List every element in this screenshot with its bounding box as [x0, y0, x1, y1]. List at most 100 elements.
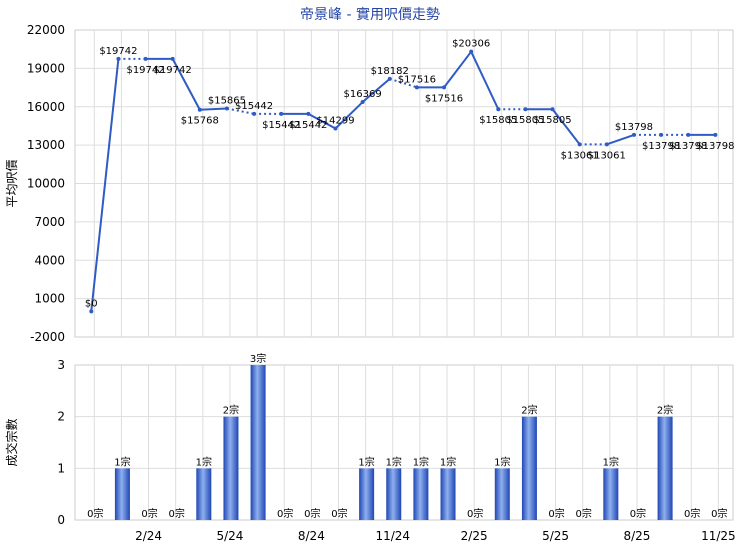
price-line-segment: [334, 101, 364, 130]
line-y-tick-label: 16000: [27, 100, 65, 114]
price-data-label: $19742: [126, 65, 164, 76]
x-tick-label: 2/24: [135, 529, 162, 543]
line-y-tick-label: 13000: [27, 138, 65, 152]
price-line-segment: [551, 108, 581, 145]
x-tick-label: 11/24: [375, 529, 410, 543]
price-line-segment: [443, 51, 472, 88]
line-y-tick-label: 1000: [34, 292, 65, 306]
x-tick-label: 5/24: [216, 529, 243, 543]
transaction-data-label: 1宗: [440, 455, 456, 468]
price-point: [197, 107, 202, 112]
price-point: [143, 56, 148, 61]
price-data-label: $15805: [479, 115, 517, 126]
transaction-bar: [223, 416, 239, 520]
chart-title: 帝景峰 - 實用呎價走勢: [300, 7, 440, 23]
transaction-data-label: 0宗: [331, 507, 347, 520]
line-chart-y-axis: 22000 19000 16000 13000 10000 7000 4000 1000 -20…: [5, 23, 65, 344]
transaction-data-label: 0宗: [576, 507, 592, 520]
price-point: [170, 56, 175, 61]
transaction-data-label: 2宗: [657, 404, 673, 417]
transaction-data-label: 0宗: [168, 507, 184, 520]
transaction-data-label: 1宗: [603, 455, 619, 468]
price-data-label: $15865: [208, 95, 246, 106]
line-y-tick-label: 19000: [27, 61, 65, 75]
price-data-label: $19742: [154, 65, 192, 76]
bar-y-tick-label: 1: [57, 461, 65, 475]
price-point: [333, 126, 338, 131]
price-point: [577, 142, 582, 147]
transaction-data-label: 1宗: [413, 455, 429, 468]
price-data-label: $16369: [344, 89, 382, 100]
transaction-bar: [250, 365, 266, 520]
price-point: [469, 49, 474, 54]
price-point: [414, 85, 419, 90]
transaction-bar: [603, 468, 619, 520]
transaction-data-label: 1宗: [386, 455, 402, 468]
transaction-data-label: 0宗: [277, 507, 293, 520]
bar-y-tick-label: 3: [57, 358, 65, 372]
transaction-data-label: 2宗: [521, 404, 537, 417]
price-data-label: $15442: [235, 101, 273, 112]
line-y-tick-label: 22000: [27, 23, 65, 37]
transaction-data-label: 0宗: [141, 507, 157, 520]
price-point: [442, 85, 447, 90]
price-data-label: $15442: [289, 120, 327, 131]
price-point: [496, 107, 501, 112]
price-line-segment: [199, 107, 227, 111]
transaction-data-label: 0宗: [467, 507, 483, 520]
price-point: [89, 309, 94, 314]
price-point: [713, 132, 718, 137]
price-data-label: $13061: [561, 150, 599, 161]
bar-chart-y-axis: 3 2 1 0 成交宗數: [4, 358, 65, 527]
price-line-segment: [470, 51, 500, 110]
transaction-data-label: 0宗: [711, 507, 727, 520]
price-point: [252, 111, 257, 116]
line-y-tick-label: 10000: [27, 177, 65, 191]
transaction-bar: [494, 468, 510, 520]
transaction-bar: [359, 468, 375, 520]
price-line-segment: [606, 133, 635, 146]
transaction-data-label: 0宗: [630, 507, 646, 520]
price-data-label: $20306: [452, 39, 490, 50]
x-tick-label: 2/25: [461, 529, 488, 543]
price-line-segment: [90, 58, 120, 312]
transaction-data-label: 0宗: [548, 507, 564, 520]
price-data-label: $13061: [588, 150, 626, 161]
price-data-label: $13798: [669, 141, 707, 152]
transaction-bar: [386, 468, 402, 520]
price-point: [306, 111, 311, 116]
x-tick-label: 11/25: [701, 529, 736, 543]
transaction-bar: [657, 416, 673, 520]
x-tick-label: 8/25: [623, 529, 650, 543]
price-point: [550, 107, 555, 112]
transaction-bar: [196, 468, 212, 520]
transaction-data-label: 1宗: [494, 455, 510, 468]
price-data-label: $0: [85, 298, 98, 309]
transaction-data-label: 2宗: [223, 404, 239, 417]
price-series: $0$19742$19742$19742$15768$15865$15442$1…: [85, 39, 734, 314]
price-point: [279, 111, 284, 116]
line-chart-grid: [74, 29, 734, 338]
bar-plot-frame: [74, 364, 734, 521]
price-line-segment: [171, 58, 201, 111]
bar-y-axis-title: 成交宗數: [4, 418, 19, 466]
price-point: [523, 107, 528, 112]
price-data-label: $19742: [99, 46, 137, 57]
price-data-label: $18182: [371, 66, 409, 77]
x-tick-label: 8/24: [298, 529, 325, 543]
price-point: [604, 142, 609, 147]
price-data-label: $15442: [262, 120, 300, 131]
price-point: [116, 56, 121, 61]
price-data-label: $13798: [696, 141, 734, 152]
transaction-data-label: 0宗: [684, 507, 700, 520]
price-data-label: $17516: [398, 74, 436, 85]
transaction-data-label: 1宗: [114, 455, 130, 468]
price-line-segment: [361, 78, 391, 103]
x-axis-ticks: 2/24 5/24 8/24 11/24 2/25 5/25 8/25 11/25: [135, 529, 736, 543]
line-y-tick-label: -2000: [30, 330, 65, 344]
line-y-tick-label: 7000: [34, 215, 65, 229]
price-point: [686, 132, 691, 137]
price-data-label: $15768: [181, 116, 219, 127]
price-data-label: $13798: [615, 122, 653, 133]
